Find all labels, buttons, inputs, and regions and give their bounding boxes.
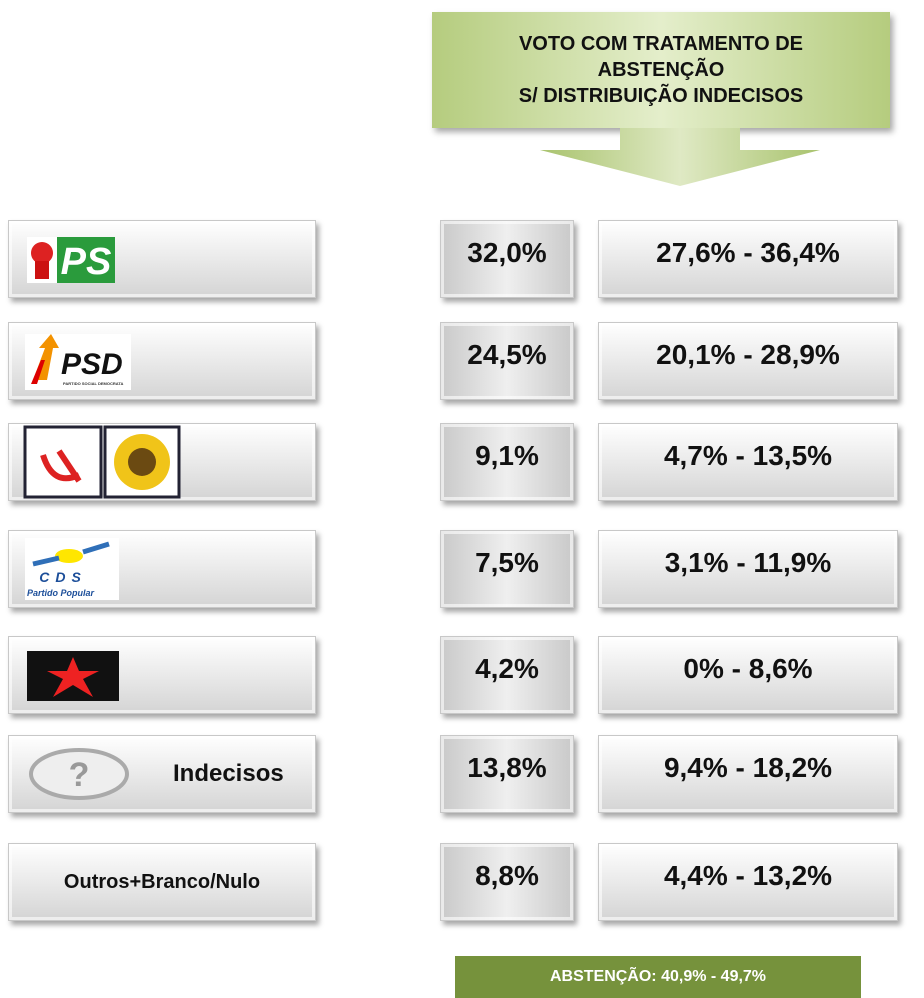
range-box: 20,1% - 28,9% [598, 322, 898, 400]
logo-text: PS [61, 241, 112, 283]
range: 4,4% - 13,2% [663, 860, 833, 891]
arrow [540, 128, 820, 186]
value: 8,8% [475, 860, 539, 891]
logo [27, 651, 119, 701]
value: 7,5% [475, 547, 539, 578]
footer: ABSTENÇÃO: 40,9% - 49,7% [455, 956, 861, 998]
range-box: 4,7% - 13,5% [598, 423, 898, 501]
header-line: ABSTENÇÃO [597, 59, 725, 81]
value-box: 4,2% [440, 636, 574, 714]
value-box: 8,8% [440, 843, 574, 921]
range-box: 0% - 8,6% [598, 636, 898, 714]
party-box [8, 636, 316, 714]
range: 20,1% - 28,9% [656, 339, 840, 370]
logo: PS [27, 237, 115, 283]
range-box: 27,6% - 36,4% [598, 220, 898, 298]
logo: CDS Partido Popular [25, 538, 119, 600]
range: 3,1% - 11,9% [664, 547, 832, 578]
value: 9,1% [475, 440, 539, 471]
party-box: Outros+Branco/Nulo [8, 843, 316, 921]
range: 0% - 8,6% [683, 653, 813, 684]
footer-text: ABSTENÇÃO: 40,9% - 49,7% [549, 968, 767, 985]
range: 4,7% - 13,5% [663, 440, 833, 471]
header: VOTO COM TRATAMENTO DE ABSTENÇÃO S/ DISTRI… [432, 12, 890, 128]
party-label: Indecisos [173, 760, 284, 787]
party-box: ? Indecisos [8, 735, 316, 813]
value-box: 7,5% [440, 530, 574, 608]
logo [23, 425, 181, 499]
logo: ? [29, 748, 129, 800]
logo-text: Partido Popular [27, 588, 95, 598]
logo-text: ? [69, 756, 90, 794]
value: 24,5% [467, 339, 547, 370]
header-line: S/ DISTRIBUIÇÃO INDECISOS [518, 85, 804, 107]
range-box: 9,4% - 18,2% [598, 735, 898, 813]
logo-text: PSD [61, 348, 123, 381]
range: 27,6% - 36,4% [656, 237, 840, 268]
party-box: CDS Partido Popular [8, 530, 316, 608]
party-box: PS [8, 220, 316, 298]
value: 4,2% [475, 653, 539, 684]
value-box: 9,1% [440, 423, 574, 501]
value: 13,8% [467, 752, 547, 783]
party-box: PSD PARTIDO SOCIAL DEMOCRATA [8, 322, 316, 400]
value-box: 32,0% [440, 220, 574, 298]
range: 9,4% - 18,2% [663, 752, 833, 783]
value-box: 13,8% [440, 735, 574, 813]
logo-text: PARTIDO SOCIAL DEMOCRATA [63, 381, 123, 386]
value: 32,0% [467, 237, 547, 268]
party-label: Outros+Branco/Nulo [63, 870, 261, 893]
header-line: VOTO COM TRATAMENTO DE [518, 33, 804, 55]
value-box: 24,5% [440, 322, 574, 400]
range-box: 3,1% - 11,9% [598, 530, 898, 608]
logo-text: CDS [39, 569, 87, 585]
range-box: 4,4% - 13,2% [598, 843, 898, 921]
party-box [8, 423, 316, 501]
